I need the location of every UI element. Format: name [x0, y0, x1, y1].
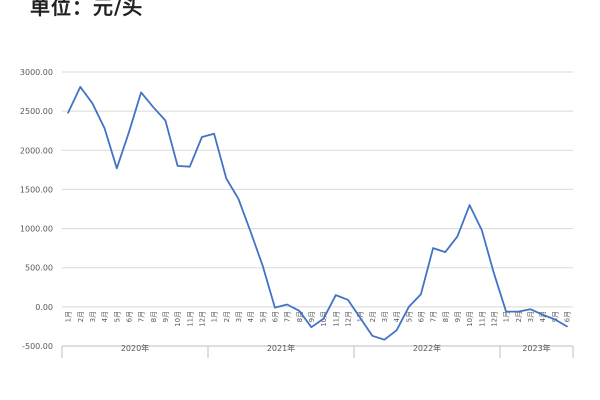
x-tick-label-month: 5月: [113, 311, 121, 322]
y-tick-label: 500.00: [25, 264, 53, 273]
y-tick-label: 2500.00: [20, 107, 53, 116]
x-tick-label-month: 7月: [284, 311, 292, 322]
x-tick-label-month: 8月: [150, 311, 158, 322]
x-tick-label-year: 2022年: [413, 343, 441, 353]
x-axis: 1月 2月 3月 4月 5月 6月 7月 8月 9月 10月 11月 12月 1月 2月 3月 4月 5月 6月 7…: [61, 311, 574, 358]
x-tick-label-month: 4月: [101, 311, 109, 322]
x-tick-label-month: 6月: [271, 311, 279, 322]
x-tick-label-month: 2月: [515, 311, 523, 322]
grid-lines: [62, 71, 573, 347]
x-tick-label-year: 2023年: [522, 343, 550, 353]
x-tick-label-month: 2月: [223, 311, 231, 322]
x-tick-label-month: 4月: [247, 311, 255, 322]
x-tick-label-month: 11月: [186, 311, 194, 327]
x-tick-label-month: 7月: [430, 311, 438, 322]
x-tick-label-month: 5月: [551, 311, 559, 322]
x-tick-label-month: 12月: [198, 311, 206, 327]
x-tick-label-month: 3月: [381, 311, 389, 322]
x-tick-label-year: 2021年: [267, 343, 295, 353]
x-tick-label-month: 10月: [466, 311, 474, 327]
x-tick-label-month: 7月: [138, 311, 146, 322]
x-tick-label-month: 3月: [235, 311, 243, 322]
x-tick-label-month: 6月: [417, 311, 425, 322]
x-tick-label-month: 11月: [478, 311, 486, 327]
series-line: [67, 86, 568, 341]
x-tick-label-month: 2月: [369, 311, 377, 322]
y-axis-tick-labels: 3000.00 2500.00 2000.00 1500.00 1000.00 500.0…: [20, 68, 53, 351]
x-tick-label-month: 4月: [539, 311, 547, 322]
x-tick-label-month: 2月: [77, 311, 85, 322]
x-tick-label-month: 12月: [344, 311, 352, 327]
x-tick-label-month: 5月: [259, 311, 267, 322]
x-tick-label-month: 1月: [357, 311, 365, 322]
x-tick-label-month: 9月: [162, 311, 170, 322]
x-tick-label-month: 6月: [563, 311, 571, 322]
x-tick-label-month: 9月: [454, 311, 462, 322]
x-tick-label-month: 12月: [490, 311, 498, 327]
x-tick-label-month: 4月: [393, 311, 401, 322]
series-line-path: [67, 86, 568, 341]
x-tick-label-month: 5月: [405, 311, 413, 322]
unit-title: 单位：元/头: [30, 0, 144, 19]
y-tick-label: 3000.00: [20, 68, 53, 77]
x-tick-label-month: 1月: [503, 311, 511, 322]
y-tick-label: 0.00: [35, 303, 53, 312]
y-tick-label: 1000.00: [20, 225, 53, 234]
x-tick-label-month: 1月: [65, 311, 73, 322]
x-tick-label-month: 9月: [308, 311, 316, 322]
x-tick-label-month: 8月: [296, 311, 304, 322]
y-tick-label: 2000.00: [20, 146, 53, 155]
x-tick-label-month: 3月: [89, 311, 97, 322]
y-tick-label: 1500.00: [20, 185, 53, 194]
x-tick-label-month: 11月: [332, 311, 340, 327]
x-tick-label-month: 1月: [211, 311, 219, 322]
x-tick-label-month: 6月: [125, 311, 133, 322]
x-tick-label-month: 10月: [174, 311, 182, 327]
x-tick-label-month: 3月: [527, 311, 535, 322]
y-tick-label: -500.00: [22, 342, 53, 351]
x-tick-label-year: 2020年: [121, 343, 149, 353]
x-tick-label-month: 8月: [442, 311, 450, 322]
